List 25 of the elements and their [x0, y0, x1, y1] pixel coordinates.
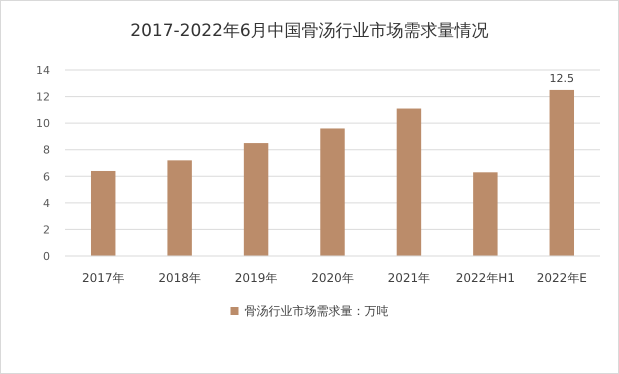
x-tick-label: 2017年 — [82, 271, 124, 285]
bar — [550, 90, 574, 256]
y-tick-label: 8 — [43, 144, 50, 157]
y-tick-label: 12 — [36, 90, 50, 104]
x-tick-label: 2021年 — [388, 271, 430, 285]
bar — [167, 160, 192, 256]
y-tick-label: 0 — [43, 250, 50, 263]
y-tick-label: 10 — [36, 117, 50, 130]
x-tick-label: 2020年 — [311, 271, 354, 285]
chart-title: 2017-2022年6月中国骨汤行业市场需求量情况 — [130, 21, 489, 41]
x-tick-label: 2018年 — [158, 271, 201, 285]
bar — [90, 170, 116, 256]
x-tick-label: 2022年E — [536, 271, 587, 285]
bar — [473, 172, 498, 256]
bar — [396, 108, 422, 256]
bar — [320, 128, 345, 256]
data-label: 12.5 — [550, 72, 574, 85]
y-tick-label: 14 — [36, 64, 50, 77]
y-tick-label: 2 — [43, 223, 50, 236]
x-tick-label: 2019年 — [234, 271, 278, 285]
x-tick-label: 2022年H1 — [456, 271, 515, 285]
y-tick-label: 4 — [43, 196, 50, 210]
legend: 骨汤行业市场需求量：万吨 — [230, 304, 388, 318]
bar — [244, 143, 268, 256]
y-tick-label: 6 — [43, 170, 50, 184]
